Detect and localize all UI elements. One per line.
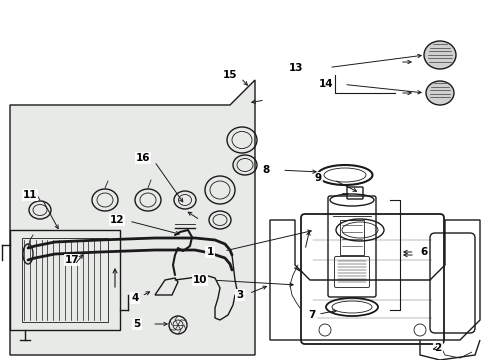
Ellipse shape <box>425 81 453 105</box>
Polygon shape <box>10 80 254 355</box>
Text: 14: 14 <box>318 79 333 89</box>
Text: 9: 9 <box>314 173 321 183</box>
Text: 15: 15 <box>223 70 237 80</box>
Text: 7: 7 <box>307 310 315 320</box>
Text: 3: 3 <box>236 290 243 300</box>
Text: 11: 11 <box>23 190 37 200</box>
Text: 1: 1 <box>206 247 213 257</box>
Bar <box>22 238 108 322</box>
Bar <box>339 220 363 255</box>
Ellipse shape <box>423 41 455 69</box>
Text: 4: 4 <box>131 293 139 303</box>
Text: 2: 2 <box>433 343 441 353</box>
Bar <box>10 230 120 330</box>
Text: 8: 8 <box>262 165 269 175</box>
Text: 12: 12 <box>109 215 124 225</box>
Text: 6: 6 <box>420 247 427 257</box>
Text: 10: 10 <box>192 275 207 285</box>
Text: 13: 13 <box>288 63 303 73</box>
Text: 17: 17 <box>64 255 79 265</box>
Text: 16: 16 <box>136 153 150 163</box>
Text: 5: 5 <box>133 319 141 329</box>
